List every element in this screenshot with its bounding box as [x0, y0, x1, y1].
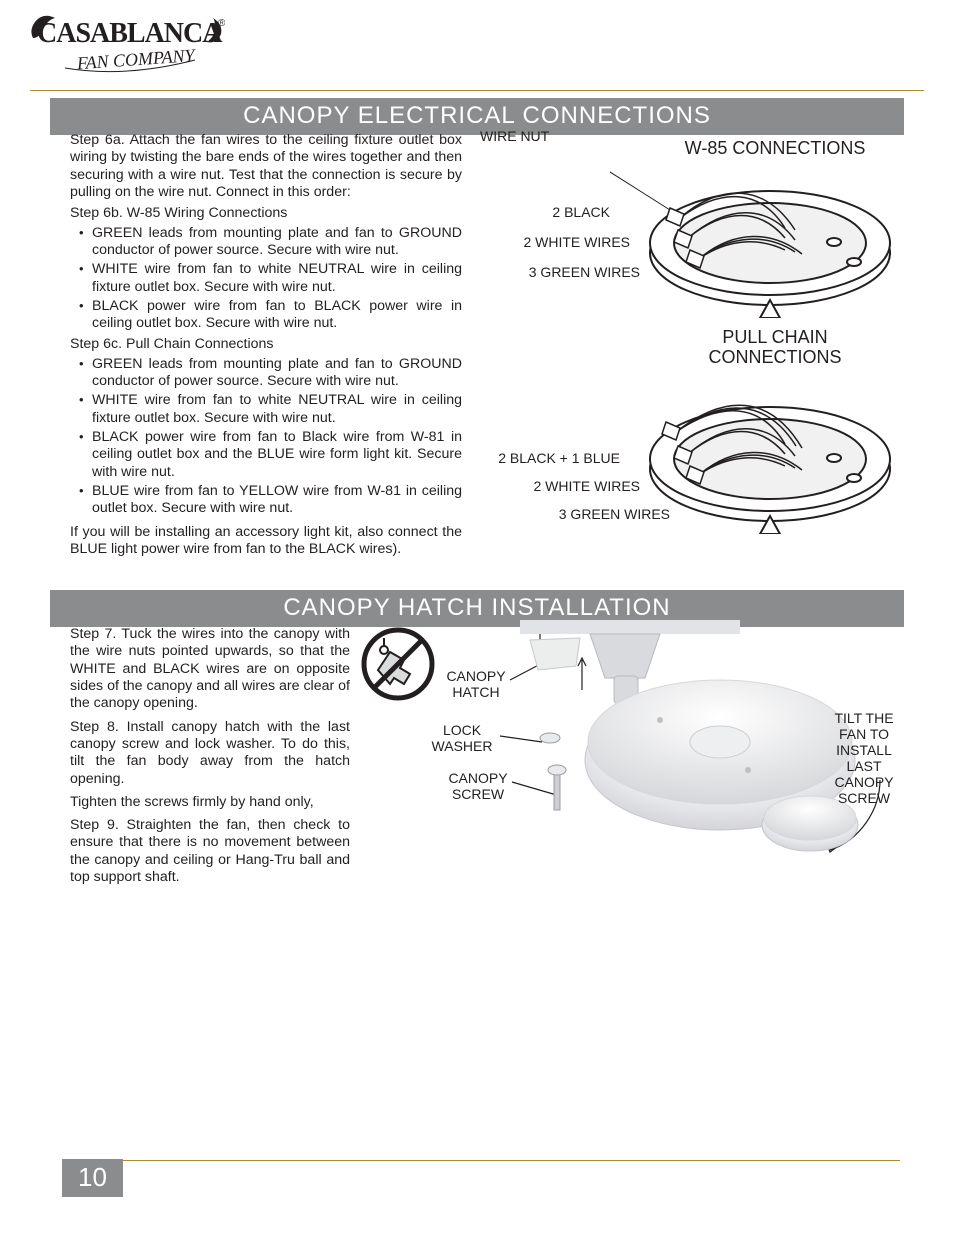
step-6b-list: GREEN leads from mounting plate and fan …	[70, 225, 462, 333]
wire-nut-label: WIRE NUT	[480, 128, 558, 144]
step-6c-list: GREEN leads from mounting plate and fan …	[70, 356, 462, 518]
w85-canopy-illustration	[610, 158, 900, 318]
svg-text:FAN COMPANY: FAN COMPANY	[75, 45, 197, 73]
list-item: GREEN leads from mounting plate and fan …	[70, 356, 462, 391]
step-8a: Step 8. Install canopy hatch with the la…	[70, 719, 350, 788]
step-6c-head: Step 6c. Pull Chain Connections	[70, 336, 462, 353]
svg-text:CASABLANCA: CASABLANCA	[37, 18, 223, 49]
section-title: CANOPY ELECTRICAL CONNECTIONS	[243, 102, 711, 129]
step-8b: Tighten the screws firmly by hand only,	[70, 794, 350, 811]
step-6b-head: Step 6b. W-85 Wiring Connections	[70, 205, 462, 222]
pullchain-title-text: PULL CHAINCONNECTIONS	[708, 327, 841, 367]
step6-tail: If you will be installing an accessory l…	[70, 524, 462, 559]
list-item: BLUE wire from fan to YELLOW wire from W…	[70, 483, 462, 518]
top-rule	[30, 90, 924, 91]
hatch-diagram-area: CANOPYHATCH LOCKWASHER CANOPYSCREW	[360, 620, 900, 880]
page-number: 10	[62, 1159, 123, 1197]
footer-rule	[62, 1160, 900, 1161]
page-number-value: 10	[78, 1162, 107, 1192]
pc-label-green: 3 GREEN WIRES	[500, 506, 670, 522]
list-item: WHITE wire from fan to white NEUTRAL wir…	[70, 392, 462, 427]
callout-tilt-note: TILT THEFAN TOINSTALLLASTCANOPYSCREW	[824, 710, 904, 807]
pullchain-title: PULL CHAINCONNECTIONS	[650, 328, 900, 368]
pc-label-black: 2 BLACK + 1 BLUE	[460, 450, 620, 466]
step-7: Step 7. Tuck the wires into the canopy w…	[70, 626, 350, 713]
step-6a: Step 6a. Attach the fan wires to the cei…	[70, 132, 462, 201]
w85-label-black: 2 BLACK	[480, 204, 610, 220]
section-title: CANOPY HATCH INSTALLATION	[283, 594, 670, 621]
list-item: BLACK power wire from fan to Black wire …	[70, 429, 462, 481]
step-9: Step 9. Straighten the fan, then check t…	[70, 817, 350, 886]
brand-logo: CASABLANCA ® FAN COMPANY	[25, 8, 225, 83]
w85-label-white: 2 WHITE WIRES	[480, 234, 630, 250]
w85-label-green: 3 GREEN WIRES	[480, 264, 640, 280]
list-item: WHITE wire from fan to white NEUTRAL wir…	[70, 261, 462, 296]
section1-text: Step 6a. Attach the fan wires to the cei…	[70, 132, 462, 558]
w85-title: W-85 CONNECTIONS	[650, 138, 900, 159]
pc-label-white: 2 WHITE WIRES	[480, 478, 640, 494]
section2-text: Step 7. Tuck the wires into the canopy w…	[70, 626, 350, 886]
wiring-diagram-area: WIRE NUT W-85 CONNECTIONS	[480, 128, 900, 568]
canopy-photo	[510, 620, 860, 870]
list-item: BLACK power wire from fan to BLACK power…	[70, 298, 462, 333]
list-item: GREEN leads from mounting plate and fan …	[70, 225, 462, 260]
